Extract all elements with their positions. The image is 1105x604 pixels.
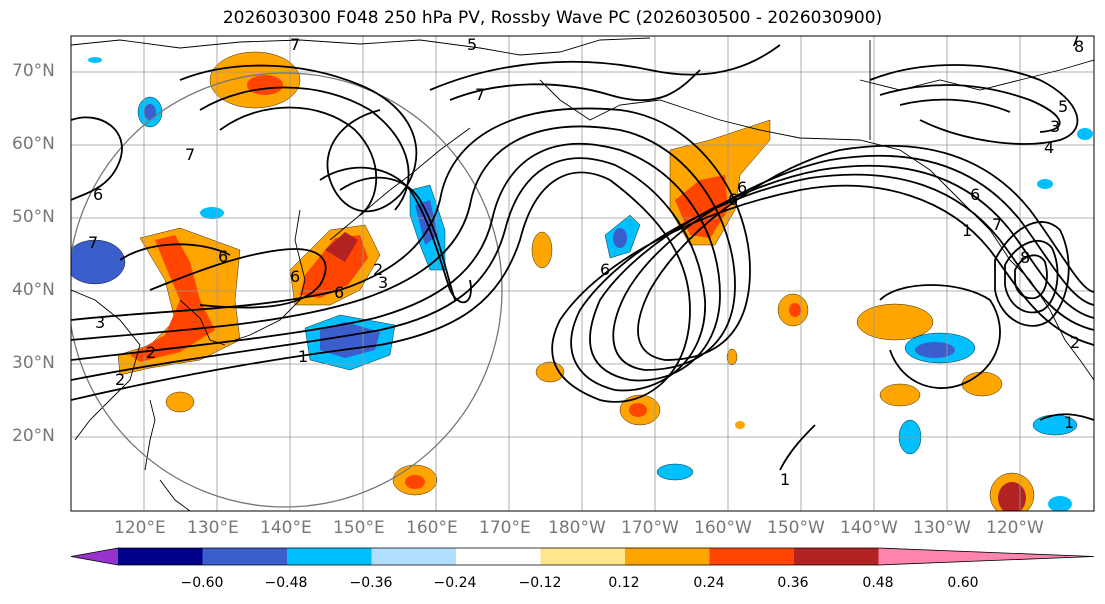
contour-label: 2 <box>115 370 125 389</box>
contour-label: 7 <box>1070 31 1080 50</box>
contour-label: 6 <box>93 185 103 204</box>
lat-label: 70°N <box>12 61 55 81</box>
contour-label: 7 <box>475 85 485 104</box>
contour-label: 6 <box>737 178 747 197</box>
contour-label: 6 <box>600 260 610 279</box>
contour-label: 7 <box>992 215 1002 234</box>
contour-label: 1 <box>1064 413 1074 432</box>
colorbar-segment <box>794 548 879 565</box>
colorbar-extend-min <box>71 548 118 565</box>
colorbar-segment <box>371 548 457 565</box>
contour-label: 7 <box>290 35 300 54</box>
graticule <box>71 36 1094 511</box>
colorbar-segment <box>118 548 203 565</box>
map-frame <box>70 35 1095 512</box>
contour-labels: 5 7 7 6 7 7 6 6 2 3 6 3 2 1 2 3 4 5 6 1 … <box>88 31 1084 489</box>
colorbar-tick: −0.36 <box>349 575 393 591</box>
lon-label: 140°W <box>840 518 898 538</box>
contour-label: 2 <box>1070 333 1080 352</box>
map-title: 2026030300 F048 250 hPa PV, Rossby Wave … <box>222 8 883 28</box>
lon-label: 120°W <box>986 518 1044 538</box>
colorbar-extend-max <box>878 548 1094 565</box>
colorbar-segment <box>625 548 710 565</box>
contour-label: 4 <box>1044 138 1054 157</box>
contour-label: 6 <box>218 247 228 266</box>
pv-positive-anomalies <box>117 51 1035 511</box>
contour-label: 6 <box>728 190 738 209</box>
contour-label: 6 <box>290 267 300 286</box>
contour-label: 7 <box>88 233 98 252</box>
lon-label: 150°W <box>767 518 825 538</box>
great-circle-radius <box>71 72 503 508</box>
contour-label: 5 <box>467 35 477 54</box>
colorbar-outline <box>70 547 1095 566</box>
lat-label: 40°N <box>12 280 55 300</box>
lon-label: 170°W <box>621 518 679 538</box>
colorbar-tick: 0.36 <box>777 575 809 591</box>
colorbar-tick: −0.48 <box>264 575 308 591</box>
lon-label: 160°E <box>406 518 458 538</box>
colorbar-segment <box>202 548 288 565</box>
contour-label: 1 <box>298 347 308 366</box>
contour-label: 6 <box>334 283 344 302</box>
contour-label: 8 <box>1074 37 1084 56</box>
colorbar-tick: −0.24 <box>433 575 477 591</box>
lon-label: 180°W <box>548 518 606 538</box>
contour-label: 2 <box>146 343 156 362</box>
pv-contours <box>71 44 1094 471</box>
colorbar-tick: −0.12 <box>518 575 562 591</box>
lat-label: 60°N <box>12 134 55 154</box>
colorbar-segment <box>540 548 626 565</box>
contour-label: 1 <box>780 470 790 489</box>
lat-label: 30°N <box>12 353 55 373</box>
lon-label: 130°W <box>913 518 971 538</box>
colorbar <box>70 547 1095 566</box>
contour-label: 3 <box>378 273 388 292</box>
contour-label: 3 <box>1050 117 1060 136</box>
colorbar-tick: 0.24 <box>693 575 725 591</box>
lon-label: 120°E <box>114 518 166 538</box>
contour-label: 7 <box>185 145 195 164</box>
colorbar-segment <box>709 548 795 565</box>
contour-label: 5 <box>1058 97 1068 116</box>
lon-label: 160°W <box>694 518 752 538</box>
colorbar-tick: −0.60 <box>180 575 224 591</box>
colorbar-segment <box>287 548 372 565</box>
contour-label: 2 <box>373 260 383 279</box>
lat-label: 50°N <box>12 207 55 227</box>
contour-label: 3 <box>95 313 105 332</box>
colorbar-tick: 0.12 <box>608 575 640 591</box>
colorbar-segment <box>456 548 541 565</box>
colorbar-tick: 0.48 <box>862 575 894 591</box>
lon-label: 140°E <box>260 518 312 538</box>
lon-label: 150°E <box>333 518 385 538</box>
colorbar-tick: 0.60 <box>947 575 979 591</box>
contour-label: 1 <box>962 221 972 240</box>
contour-label: 8 <box>1020 248 1030 267</box>
lon-label: 130°E <box>187 518 239 538</box>
contour-label: 6 <box>970 185 980 204</box>
lat-label: 20°N <box>12 426 55 446</box>
lon-label: 170°E <box>479 518 531 538</box>
